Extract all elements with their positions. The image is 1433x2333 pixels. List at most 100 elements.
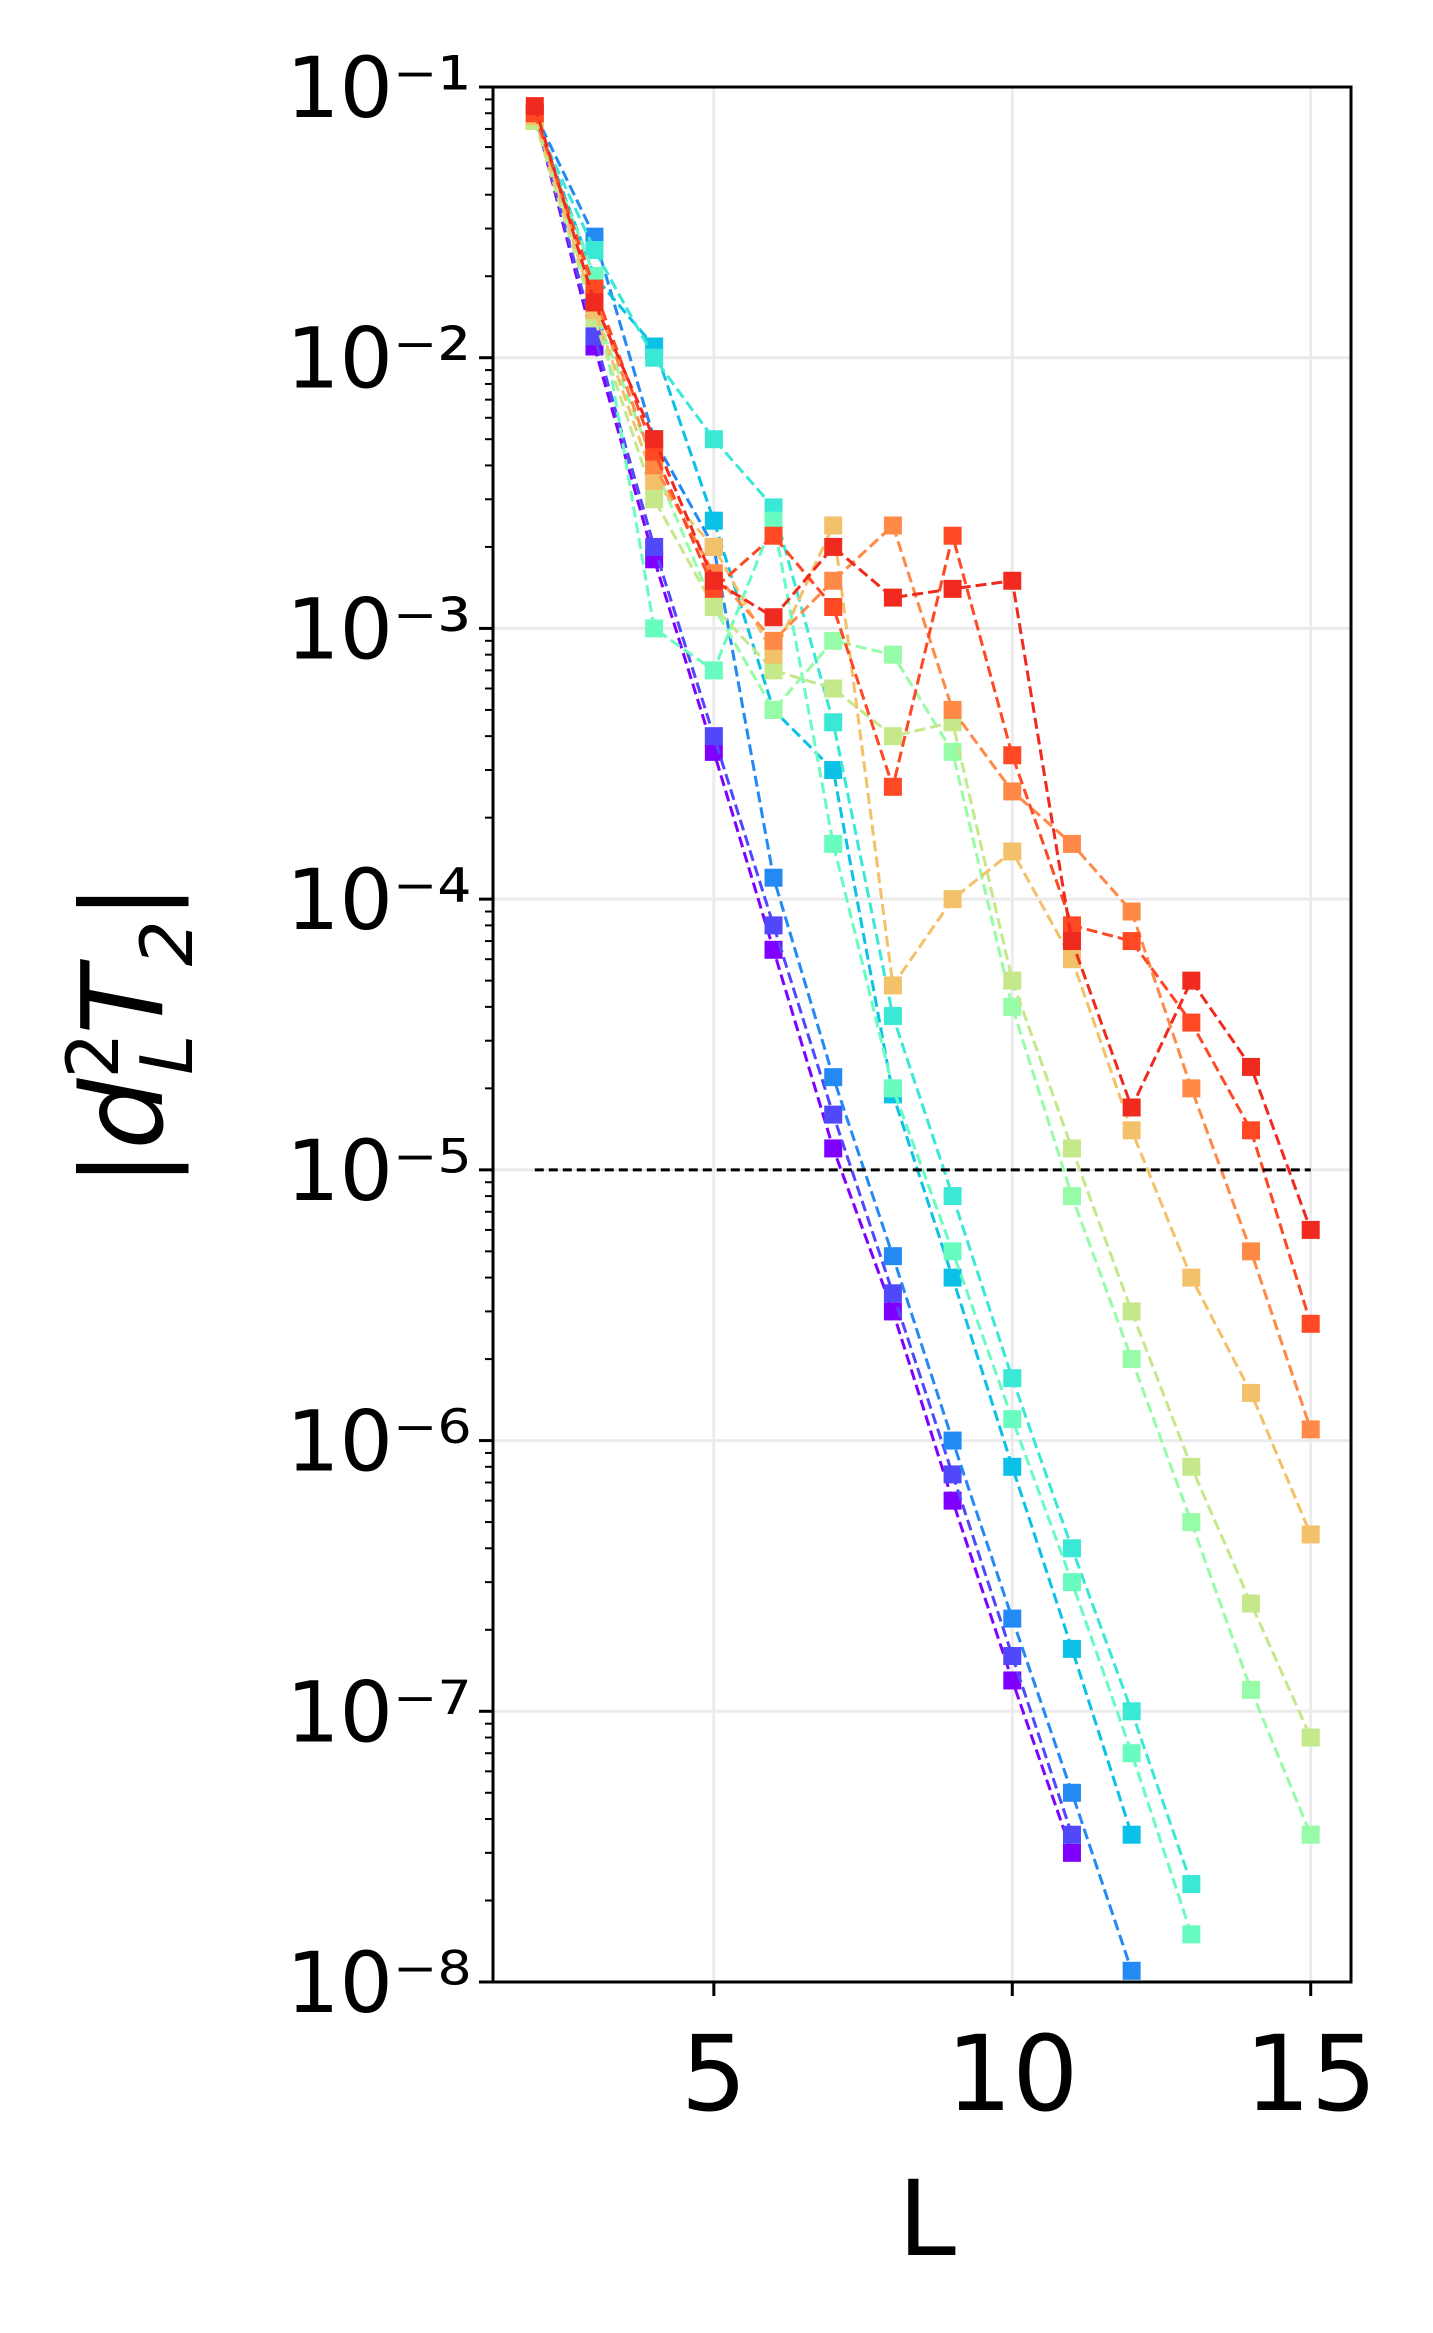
- data-point: [1122, 1702, 1141, 1721]
- data-point: [1122, 1302, 1141, 1321]
- data-point: [883, 588, 902, 607]
- data-point: [1003, 746, 1022, 765]
- data-point: [585, 240, 604, 259]
- series-line: [533, 112, 1074, 1854]
- data-point: [645, 490, 664, 509]
- data-point: [764, 868, 783, 887]
- data-point: [1242, 1383, 1261, 1402]
- data-point: [883, 1007, 902, 1026]
- data-point: [883, 777, 902, 796]
- data-point: [704, 430, 723, 449]
- y-tick-label: 10⁻⁶: [286, 1393, 471, 1491]
- data-point: [1003, 842, 1022, 861]
- data-point: [1182, 1079, 1201, 1098]
- data-point: [1003, 971, 1022, 990]
- data-point: [764, 631, 783, 650]
- data-point: [943, 890, 962, 909]
- data-point: [943, 1242, 962, 1261]
- data-point: [943, 1491, 962, 1510]
- data-point: [1122, 902, 1141, 921]
- x-tick-label: 10: [946, 2013, 1078, 2135]
- data-point: [1301, 1525, 1320, 1544]
- y-label-part: T: [59, 959, 189, 1035]
- data-point: [704, 537, 723, 556]
- data-point: [1062, 834, 1081, 853]
- data-point: [764, 645, 783, 664]
- data-point: [645, 430, 664, 449]
- data-point: [1062, 1539, 1081, 1558]
- data-point: [645, 537, 664, 556]
- data-point: [764, 526, 783, 545]
- data-point: [764, 661, 783, 680]
- data-point: [704, 597, 723, 616]
- data-point: [1122, 1961, 1141, 1980]
- data-point: [1003, 1671, 1022, 1690]
- data-point: [1062, 1139, 1081, 1158]
- data-point: [1182, 1268, 1201, 1287]
- plot-frame: [491, 85, 1353, 1984]
- data-point: [883, 1284, 902, 1303]
- y-tick-label: 10⁻²: [286, 310, 471, 408]
- data-point: [824, 631, 843, 650]
- data-point: [1182, 1513, 1201, 1532]
- data-point: [1122, 1098, 1141, 1117]
- data-point: [824, 1105, 843, 1124]
- data-point: [883, 516, 902, 535]
- series-line: [533, 112, 1074, 1836]
- data-point: [1062, 1573, 1081, 1592]
- y-label-part: 2: [125, 920, 209, 966]
- data-point: [824, 713, 843, 732]
- data-point: [1301, 1220, 1320, 1239]
- y-tick-label: 10⁻⁵: [286, 1122, 471, 1220]
- data-point: [585, 293, 604, 312]
- data-point: [1062, 1825, 1081, 1844]
- data-point: [1182, 1875, 1201, 1894]
- data-point: [824, 679, 843, 698]
- data-point: [1182, 971, 1201, 990]
- data-point: [1003, 1369, 1022, 1388]
- data-point: [824, 760, 843, 779]
- data-point: [1242, 1121, 1261, 1140]
- series-line: [533, 105, 1313, 1231]
- data-point: [824, 1068, 843, 1087]
- series-line: [533, 120, 1193, 1935]
- data-point: [585, 327, 604, 346]
- data-point: [1242, 1680, 1261, 1699]
- data-point: [824, 571, 843, 590]
- series-line: [533, 120, 1313, 1739]
- data-point: [824, 537, 843, 556]
- data-point: [883, 727, 902, 746]
- data-point: [824, 834, 843, 853]
- y-tick-label: 10⁻³: [286, 580, 471, 678]
- series-line: [533, 120, 1313, 1836]
- data-point: [764, 608, 783, 627]
- data-point: [704, 661, 723, 680]
- data-point: [525, 97, 544, 116]
- data-point: [943, 1431, 962, 1450]
- y-label-part: d: [59, 1078, 189, 1150]
- data-point: [1122, 1744, 1141, 1763]
- data-point: [764, 940, 783, 959]
- data-point: [943, 1187, 962, 1206]
- series-line: [533, 115, 1313, 1536]
- data-point: [1003, 571, 1022, 590]
- data-point: [883, 1302, 902, 1321]
- data-point: [824, 1139, 843, 1158]
- y-tick-label: 10⁻⁴: [286, 851, 471, 949]
- data-point: [883, 1079, 902, 1098]
- data-point: [1062, 932, 1081, 951]
- data-point: [1242, 1594, 1261, 1613]
- data-point: [824, 516, 843, 535]
- y-tick-label: 10⁻¹: [286, 39, 471, 137]
- x-axis-label: L: [898, 2158, 956, 2280]
- data-point: [943, 526, 962, 545]
- series-line: [533, 120, 1193, 1885]
- data-point: [1003, 1647, 1022, 1666]
- data-point: [1182, 1013, 1201, 1032]
- data-point: [1122, 1121, 1141, 1140]
- data-point: [943, 700, 962, 719]
- data-point: [1122, 932, 1141, 951]
- data-point: [645, 472, 664, 491]
